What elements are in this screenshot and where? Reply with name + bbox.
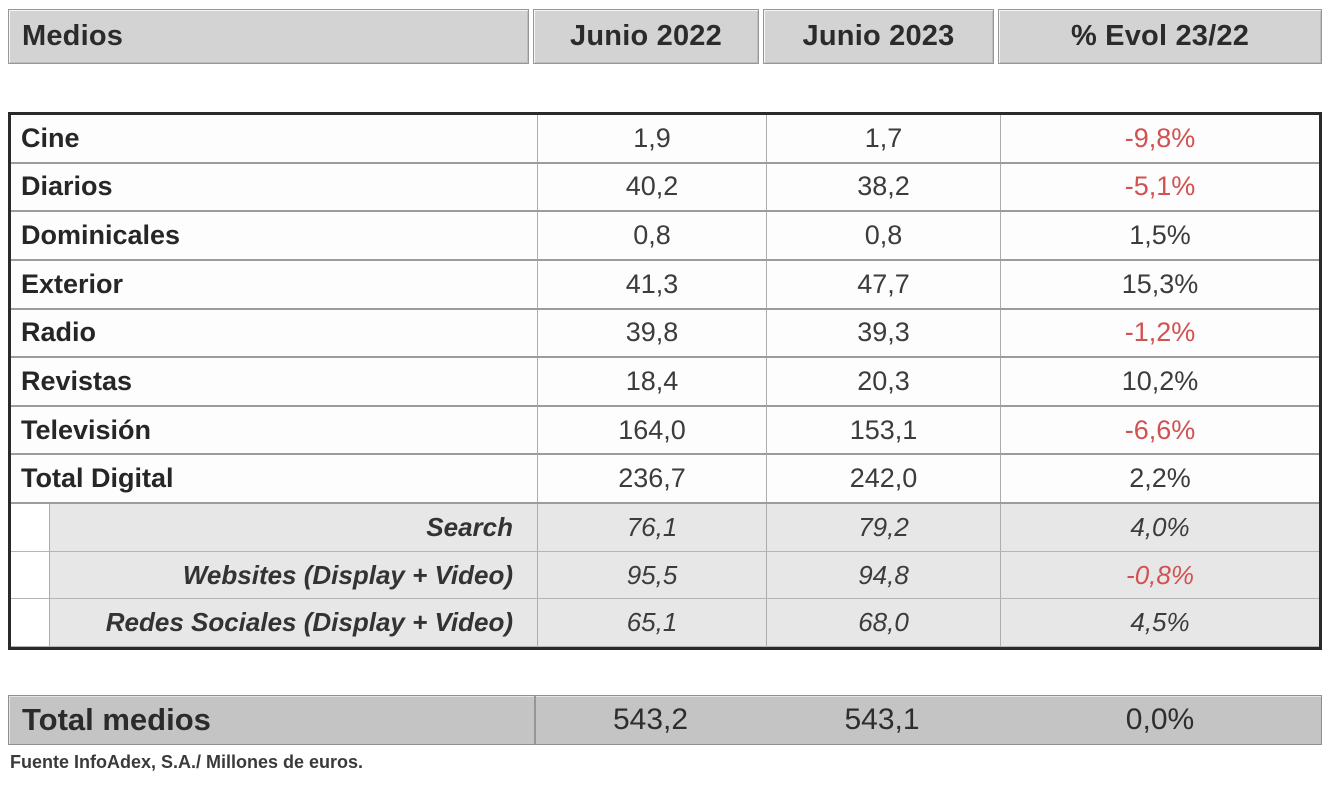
table-row-revistas: Revistas 18,4 20,3 10,2% <box>11 358 1319 407</box>
table-subrow-redes-sociales: Redes Sociales (Display + Video) 65,1 68… <box>11 599 1319 648</box>
value-junio-2022: 1,9 <box>538 115 767 162</box>
value-junio-2022: 236,7 <box>538 455 767 503</box>
row-label: Revistas <box>11 358 538 405</box>
row-label: Televisión <box>11 406 538 454</box>
evol-value: -0,8% <box>1001 551 1319 599</box>
row-label: Diarios <box>11 163 538 211</box>
table-row-radio: Radio 39,8 39,3 -1,2% <box>11 309 1319 359</box>
evol-value: 1,5% <box>1129 220 1191 251</box>
total-row-label: Total medios <box>9 696 536 744</box>
column-header-evol: % Evol 23/22 <box>998 9 1322 64</box>
column-header-medios: Medios <box>8 9 529 64</box>
value-junio-2023: 94,8 <box>767 551 1001 599</box>
value-junio-2023: 39,3 <box>767 309 1001 357</box>
source-footnote: Fuente InfoAdex, S.A./ Millones de euros… <box>10 752 364 772</box>
value-junio-2022: 164,0 <box>538 406 767 454</box>
media-table-body: Cine 1,9 1,7 -9,8% Diarios 40,2 38,2 -5,… <box>8 112 1322 650</box>
value-junio-2022: 40,2 <box>538 163 767 211</box>
row-label: Radio <box>11 309 538 357</box>
table-row-exterior: Exterior 41,3 47,7 15,3% <box>11 260 1319 310</box>
row-label: Total Digital <box>11 455 538 503</box>
total-evol-value: 0,0% <box>1125 703 1195 736</box>
table-row-cine: Cine 1,9 1,7 -9,8% <box>11 115 1319 164</box>
subrow-label: Redes Sociales (Display + Video) <box>11 599 538 647</box>
column-header-junio-2023: Junio 2023 <box>763 9 994 64</box>
value-junio-2022: 65,1 <box>538 599 767 647</box>
total-medios-row: Total medios 543,2 543,1 0,0% <box>8 695 1322 745</box>
value-junio-2023: 0,8 <box>767 212 1001 259</box>
value-junio-2022: 41,3 <box>538 260 767 308</box>
table-subrow-search: Search 76,1 79,2 4,0% <box>11 504 1319 552</box>
table-row-dominicales: Dominicales 0,8 0,8 1,5% <box>11 212 1319 261</box>
value-junio-2023: 68,0 <box>767 599 1001 647</box>
value-junio-2023: 1,7 <box>767 115 1001 162</box>
subrow-label: Websites (Display + Video) <box>11 551 538 599</box>
value-junio-2023: 47,7 <box>767 260 1001 308</box>
row-label: Cine <box>11 115 538 162</box>
table-subrow-websites: Websites (Display + Video) 95,5 94,8 -0,… <box>11 551 1319 600</box>
value-junio-2022: 76,1 <box>538 504 767 551</box>
evol-value: 15,3% <box>1121 268 1199 299</box>
subrow-label: Search <box>11 504 538 551</box>
evol-value: -1,2% <box>1124 317 1196 348</box>
table-header-row: Medios Junio 2022 Junio 2023 % Evol 23/2… <box>8 9 1322 64</box>
evol-value: -5,1% <box>1124 171 1196 202</box>
value-junio-2022: 39,8 <box>538 309 767 357</box>
value-junio-2023: 242,0 <box>767 455 1001 503</box>
evol-value: 2,2% <box>1129 463 1191 494</box>
value-junio-2022: 18,4 <box>538 358 767 405</box>
column-header-junio-2022: Junio 2022 <box>533 9 759 64</box>
total-value-junio-2023: 543,1 <box>844 703 920 736</box>
total-value-junio-2022: 543,2 <box>612 703 689 736</box>
table-row-total-digital: Total Digital 236,7 242,0 2,2% <box>11 455 1319 505</box>
evol-value: -9,8% <box>1124 122 1196 153</box>
table-row-diarios: Diarios 40,2 38,2 -5,1% <box>11 163 1319 213</box>
evol-value: 4,5% <box>1001 599 1319 647</box>
value-junio-2022: 95,5 <box>538 551 767 599</box>
row-label: Exterior <box>11 260 538 308</box>
value-junio-2023: 79,2 <box>767 504 1001 551</box>
value-junio-2023: 38,2 <box>767 163 1001 211</box>
row-label: Dominicales <box>11 212 538 259</box>
evol-value: 10,2% <box>1121 366 1199 397</box>
evol-value: 4,0% <box>1001 504 1319 551</box>
value-junio-2022: 0,8 <box>538 212 767 259</box>
value-junio-2023: 20,3 <box>767 358 1001 405</box>
evol-value: -6,6% <box>1124 414 1196 445</box>
table-row-television: Televisión 164,0 153,1 -6,6% <box>11 406 1319 456</box>
value-junio-2023: 153,1 <box>767 406 1001 454</box>
